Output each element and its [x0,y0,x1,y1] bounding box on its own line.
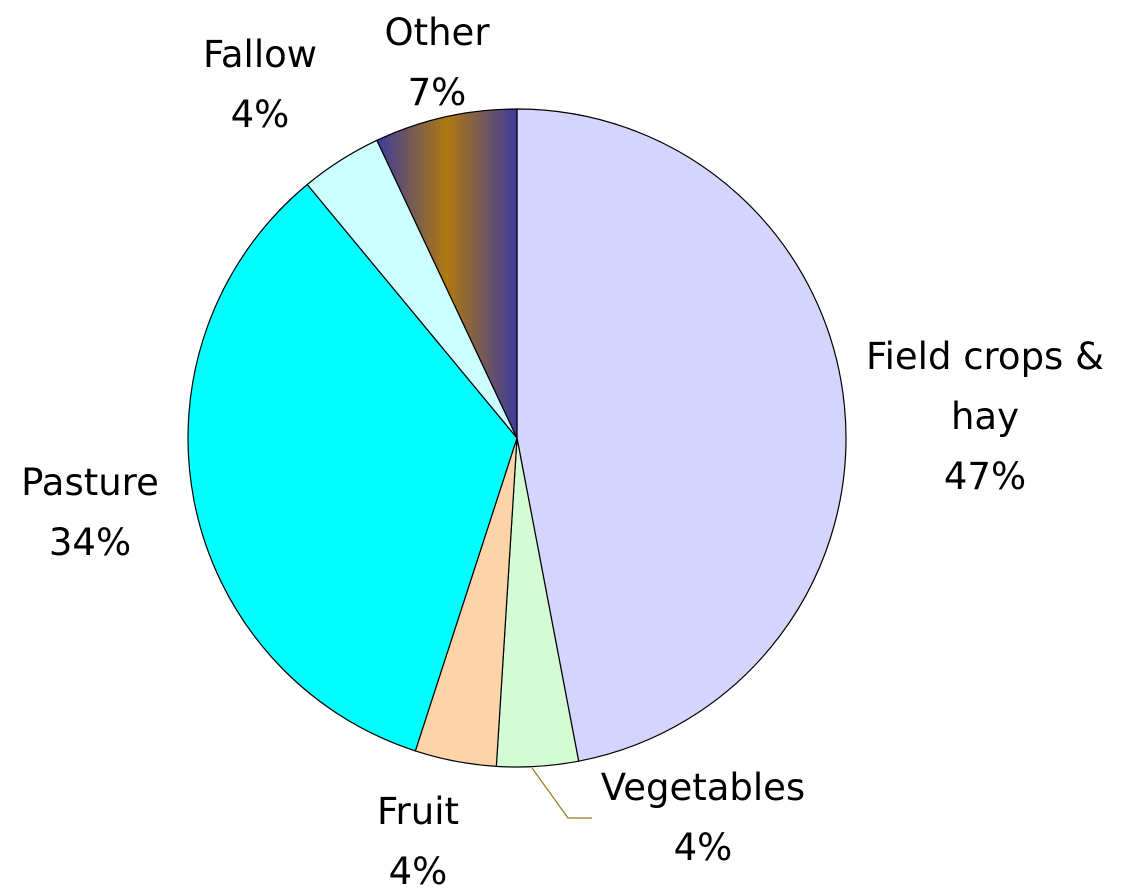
category-name: Fallow [202,33,318,76]
slice-label: Fruit 4% [318,782,518,891]
value-label: 34% [48,521,132,564]
category-name: Field crops & hay [866,335,1104,438]
category-name: Pasture [21,461,159,504]
value-label: 4% [673,826,733,869]
slice-label: Field crops & hay 47% [850,327,1120,507]
slice-label: Other 7% [337,3,537,123]
category-name: Fruit [376,790,460,833]
leader-line [531,767,592,819]
category-name: Other [384,11,490,54]
value-label: 7% [407,71,467,114]
value-label: 47% [943,455,1027,498]
pie-slice [376,108,518,439]
category-name: Vegetables [600,766,806,809]
pie-slice [187,183,518,752]
value-label: 4% [388,850,448,891]
value-label: 4% [230,93,290,136]
slice-label: Vegetables 4% [543,758,863,878]
slice-label: Pasture 34% [0,453,190,573]
slice-label: Fallow 4% [160,25,360,145]
pie-slice [516,108,847,762]
